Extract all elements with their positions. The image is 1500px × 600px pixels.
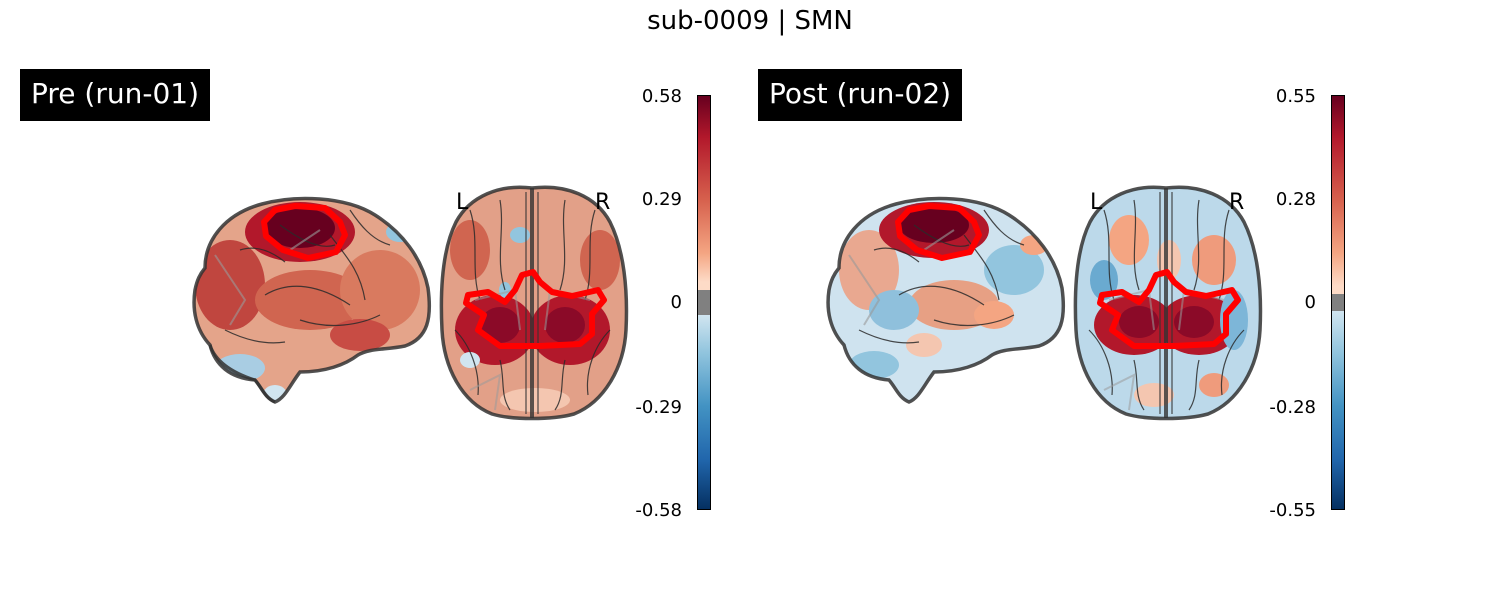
glass-brain-pre <box>192 185 629 421</box>
panel-label: Pre (run-01) <box>20 69 210 121</box>
colorbar-tick-zero: 0 <box>1304 292 1316 313</box>
axial-view <box>439 185 629 421</box>
colorbar-tick-min: -0.58 <box>635 500 682 521</box>
hemisphere-right-label: R <box>1229 190 1245 215</box>
colorbar-tick-min: -0.55 <box>1269 500 1316 521</box>
panel-label: Post (run-02) <box>758 69 963 121</box>
glass-brain-post <box>826 185 1263 421</box>
hemisphere-left-label: L <box>456 190 469 215</box>
colorbar-tick-mid-high: 0.29 <box>641 189 682 210</box>
colorbar-tick-mid-high: 0.28 <box>1275 189 1316 210</box>
hemisphere-left-label: L <box>1090 190 1103 215</box>
hemisphere-right-label: R <box>595 190 611 215</box>
colorbar-tick-zero: 0 <box>670 292 682 313</box>
colorbar-tick-max: 0.55 <box>1275 86 1316 107</box>
sagittal-view <box>192 196 432 404</box>
sagittal-view <box>826 196 1066 404</box>
colorbar <box>1331 95 1345 510</box>
colorbar-tick-mid-low: -0.29 <box>635 397 682 418</box>
panel-pre: Pre (run-01) <box>0 0 720 600</box>
colorbar-tick-max: 0.58 <box>641 86 682 107</box>
figure-title: sub-0009 | SMN <box>647 6 853 36</box>
colorbar-tick-mid-low: -0.28 <box>1269 397 1316 418</box>
panel-post: Post (run-02) <box>634 0 1354 600</box>
axial-view <box>1073 185 1263 421</box>
colorbar <box>697 95 711 510</box>
